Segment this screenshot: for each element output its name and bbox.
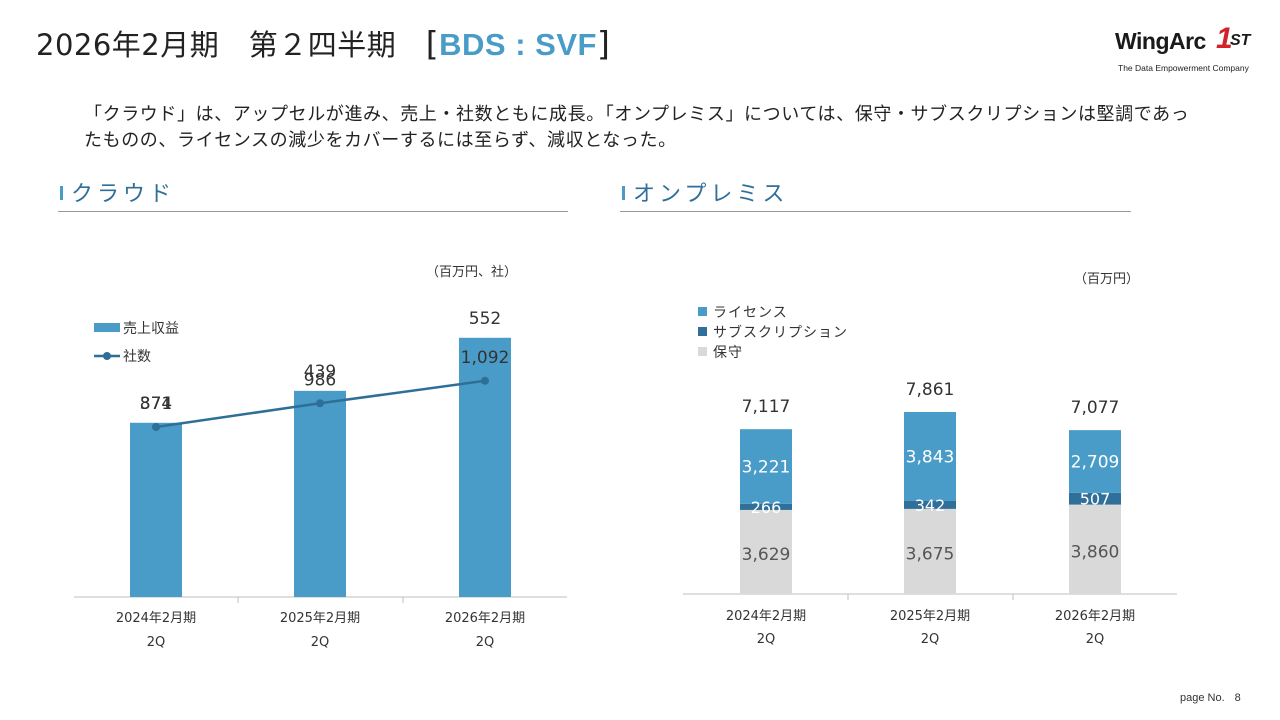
page-label: page No. bbox=[1180, 692, 1225, 704]
onprem-legend-label-subscription: サブスクリプション bbox=[713, 324, 848, 341]
cloud-category-label: 2025年2月期 bbox=[280, 611, 360, 626]
onprem-subscription-bar bbox=[1069, 492, 1121, 505]
onprem-legend-swatch-license bbox=[698, 307, 707, 316]
onprem-license-bar bbox=[904, 411, 956, 501]
company-logo: WingArc 1 ST The Data Empowerment Compan… bbox=[1110, 22, 1260, 78]
title-bracket-close: ] bbox=[596, 24, 611, 63]
onprem-license-label: 2,709 bbox=[1071, 452, 1120, 472]
cloud-category-label: 2026年2月期 bbox=[445, 611, 525, 626]
onprem-legend-swatch-subscription bbox=[698, 327, 707, 336]
onprem-category-sublabel: 2Q bbox=[757, 632, 776, 647]
cloud-customers-label: 1,092 bbox=[461, 348, 510, 368]
cloud-chart: 371 439 552 874 986 1,092 2024年2月期 2Q 2025年2月期 2Q… bbox=[74, 309, 567, 650]
page-number-value: 8 bbox=[1234, 692, 1241, 704]
cloud-category-sublabel: 2Q bbox=[476, 635, 495, 650]
cloud-customers-label: 986 bbox=[304, 370, 336, 390]
cloud-legend-swatch-revenue bbox=[94, 323, 120, 332]
page-number: page No. 8 bbox=[1180, 692, 1241, 704]
onprem-title-text: オンプレミス bbox=[633, 182, 789, 207]
onprem-unit-label: （百万円） bbox=[1074, 272, 1140, 287]
cloud-customers-point bbox=[152, 423, 160, 431]
onprem-category-label: 2024年2月期 bbox=[726, 609, 806, 624]
onprem-maintenance-label: 3,629 bbox=[742, 545, 791, 565]
cloud-category-label: 2024年2月期 bbox=[116, 611, 196, 626]
onprem-category-sublabel: 2Q bbox=[921, 632, 940, 647]
cloud-legend-label-customers: 社数 bbox=[123, 349, 151, 365]
cloud-section-title: クラウド bbox=[60, 176, 175, 208]
cloud-customers-point bbox=[481, 376, 489, 385]
page-title: 2026年2月期 第２四半期 [BDS : SVF] bbox=[36, 22, 610, 64]
summary-text: 「クラウド」は、アップセルが進み、売上・社数ともに成長。「オンプレミス」について… bbox=[84, 104, 1190, 151]
onprem-total-label: 7,117 bbox=[742, 397, 791, 417]
page-title-main: 2026年2月期 第２四半期 bbox=[36, 28, 426, 62]
onprem-subscription-bar bbox=[904, 500, 956, 509]
onprem-category-label: 2026年2月期 bbox=[1055, 609, 1135, 624]
onprem-license-bar bbox=[1069, 430, 1121, 493]
cloud-category-sublabel: 2Q bbox=[311, 635, 330, 650]
onprem-license-bar bbox=[740, 429, 792, 504]
onprem-legend-label-maintenance: 保守 bbox=[713, 345, 743, 361]
onprem-subscription-label: 342 bbox=[915, 496, 946, 515]
cloud-revenue-bar bbox=[294, 390, 346, 597]
logo-one: 1 bbox=[1216, 22, 1233, 55]
logo-st: ST bbox=[1230, 32, 1251, 49]
title-bracket-open: [ bbox=[425, 24, 440, 63]
onprem-category-sublabel: 2Q bbox=[1086, 632, 1105, 647]
onprem-subscription-label: 266 bbox=[751, 498, 782, 517]
cloud-revenue-bar bbox=[130, 422, 182, 597]
onprem-legend-label-license: ライセンス bbox=[713, 305, 788, 321]
onprem-title-bar bbox=[622, 186, 625, 200]
onprem-total-label: 7,861 bbox=[906, 380, 955, 400]
cloud-customers-point bbox=[316, 399, 324, 408]
onprem-total-label: 7,077 bbox=[1071, 398, 1120, 418]
onprem-category-label: 2025年2月期 bbox=[890, 609, 970, 624]
cloud-legend-marker bbox=[103, 352, 111, 360]
onprem-license-label: 3,221 bbox=[742, 457, 791, 477]
cloud-customers-label: 874 bbox=[140, 394, 172, 414]
logo-wordmark: WingArc bbox=[1115, 28, 1206, 54]
cloud-category-sublabel: 2Q bbox=[147, 635, 166, 650]
onprem-title-divider bbox=[620, 211, 1131, 212]
onprem-maintenance-bar bbox=[740, 509, 792, 594]
onprem-maintenance-label: 3,860 bbox=[1071, 542, 1120, 562]
cloud-title-bar bbox=[60, 186, 63, 200]
segment-name: BDS : SVF bbox=[439, 27, 597, 62]
onprem-maintenance-label: 3,675 bbox=[906, 544, 955, 564]
cloud-unit-label: （百万円、社） bbox=[426, 265, 518, 280]
cloud-legend-label-revenue: 売上収益 bbox=[123, 321, 179, 337]
onprem-maintenance-bar bbox=[904, 508, 956, 594]
cloud-revenue-label: 552 bbox=[469, 309, 501, 329]
logo-tagline: The Data Empowerment Company bbox=[1118, 63, 1249, 73]
onprem-subscription-label: 507 bbox=[1080, 490, 1111, 509]
onprem-section-title: オンプレミス bbox=[622, 176, 788, 208]
onprem-legend-swatch-maintenance bbox=[698, 347, 707, 356]
onprem-maintenance-bar bbox=[1069, 504, 1121, 594]
cloud-title-divider bbox=[58, 211, 568, 212]
cloud-revenue-label: 371 bbox=[140, 394, 172, 414]
cloud-title-text: クラウド bbox=[71, 182, 176, 207]
cloud-revenue-label: 439 bbox=[304, 362, 336, 382]
onprem-subscription-bar bbox=[740, 503, 792, 510]
onprem-license-label: 3,843 bbox=[906, 447, 955, 467]
